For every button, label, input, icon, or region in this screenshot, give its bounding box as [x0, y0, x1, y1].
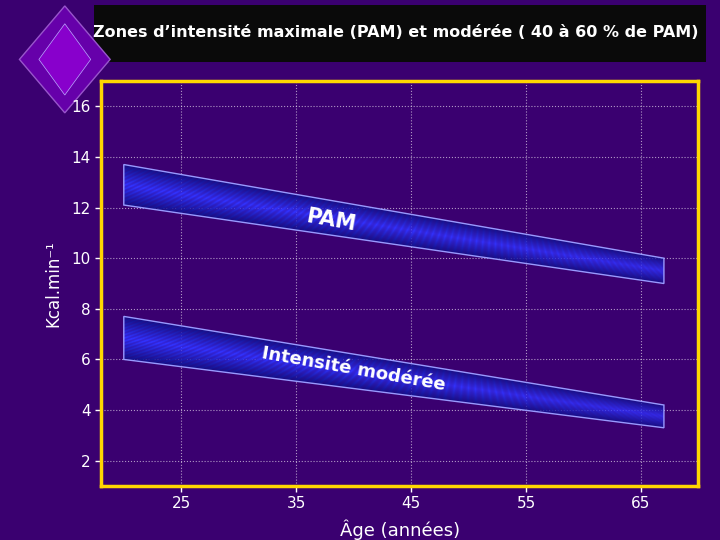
Polygon shape: [124, 189, 664, 274]
Polygon shape: [124, 329, 664, 413]
Polygon shape: [124, 322, 664, 409]
Polygon shape: [124, 187, 664, 273]
Polygon shape: [124, 339, 664, 418]
Text: Intensité modérée: Intensité modérée: [261, 345, 447, 395]
Polygon shape: [39, 24, 91, 95]
Polygon shape: [124, 341, 664, 418]
Y-axis label: Kcal.min⁻¹: Kcal.min⁻¹: [45, 240, 63, 327]
Polygon shape: [124, 176, 664, 266]
Polygon shape: [124, 178, 664, 267]
Polygon shape: [124, 198, 664, 280]
Polygon shape: [124, 167, 664, 261]
Polygon shape: [124, 321, 664, 408]
Polygon shape: [124, 201, 664, 282]
Polygon shape: [124, 197, 664, 279]
Polygon shape: [124, 356, 664, 427]
Polygon shape: [124, 349, 664, 423]
Polygon shape: [124, 342, 664, 420]
Polygon shape: [124, 325, 664, 410]
Polygon shape: [124, 171, 664, 263]
Polygon shape: [124, 165, 664, 259]
FancyBboxPatch shape: [94, 4, 706, 62]
Polygon shape: [124, 358, 664, 428]
Polygon shape: [124, 195, 664, 279]
Polygon shape: [124, 202, 664, 282]
Polygon shape: [124, 316, 664, 406]
Polygon shape: [124, 174, 664, 265]
Polygon shape: [124, 182, 664, 270]
Polygon shape: [124, 170, 664, 262]
Polygon shape: [124, 168, 664, 261]
Polygon shape: [124, 184, 664, 271]
Polygon shape: [124, 319, 664, 407]
Polygon shape: [124, 354, 664, 426]
Polygon shape: [124, 355, 664, 426]
Polygon shape: [124, 323, 664, 409]
Polygon shape: [124, 328, 664, 412]
Polygon shape: [124, 336, 664, 416]
Polygon shape: [124, 347, 664, 422]
Text: PAM: PAM: [304, 206, 357, 234]
Polygon shape: [124, 348, 664, 422]
Polygon shape: [124, 330, 664, 413]
Polygon shape: [124, 179, 664, 268]
Polygon shape: [124, 185, 664, 272]
Polygon shape: [124, 351, 664, 424]
Polygon shape: [124, 334, 664, 415]
Polygon shape: [19, 6, 110, 113]
Polygon shape: [124, 186, 664, 273]
Polygon shape: [124, 193, 664, 276]
Polygon shape: [124, 192, 664, 276]
Text: Zones d’intensité maximale (PAM) et modérée ( 40 à 60 % de PAM): Zones d’intensité maximale (PAM) et modé…: [94, 25, 698, 40]
Polygon shape: [124, 335, 664, 416]
Polygon shape: [124, 338, 664, 417]
Polygon shape: [124, 352, 664, 425]
Polygon shape: [124, 318, 664, 407]
Polygon shape: [124, 190, 664, 275]
Polygon shape: [124, 166, 664, 260]
Polygon shape: [124, 177, 664, 267]
Polygon shape: [124, 194, 664, 278]
Polygon shape: [124, 343, 664, 420]
Polygon shape: [124, 345, 664, 421]
Polygon shape: [124, 181, 664, 269]
Polygon shape: [124, 204, 664, 284]
Polygon shape: [124, 327, 664, 411]
Polygon shape: [124, 200, 664, 281]
X-axis label: Âge (années): Âge (années): [340, 519, 459, 540]
Polygon shape: [124, 332, 664, 414]
Polygon shape: [124, 173, 664, 264]
